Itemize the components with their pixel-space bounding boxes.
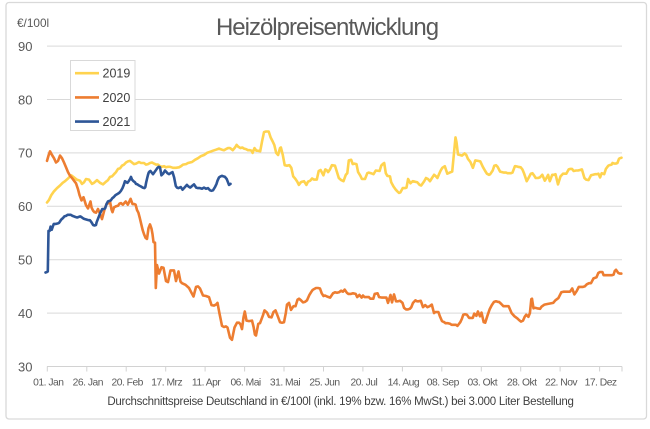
svg-text:€/100l: €/100l	[17, 16, 49, 30]
svg-text:20. Jul: 20. Jul	[350, 377, 377, 388]
svg-text:2019: 2019	[103, 67, 131, 81]
svg-text:08. Sep: 08. Sep	[427, 377, 460, 388]
svg-text:26. Jan: 26. Jan	[73, 377, 104, 388]
svg-text:31. Mai: 31. Mai	[270, 377, 300, 388]
svg-text:2021: 2021	[103, 115, 131, 129]
svg-text:30: 30	[18, 359, 32, 374]
svg-text:Durchschnittspreise Deutschlan: Durchschnittspreise Deutschland in €/100…	[107, 396, 573, 408]
svg-text:17. Mrz: 17. Mrz	[151, 377, 182, 388]
svg-text:50: 50	[18, 253, 32, 268]
svg-text:22. Nov: 22. Nov	[545, 377, 578, 388]
svg-text:Heizölpreisentwicklung: Heizölpreisentwicklung	[216, 14, 438, 41]
svg-text:80: 80	[18, 92, 32, 107]
svg-text:14. Aug: 14. Aug	[388, 377, 420, 388]
svg-text:06. Mai: 06. Mai	[230, 377, 260, 388]
svg-text:90: 90	[18, 39, 32, 54]
svg-text:17. Dez: 17. Dez	[585, 377, 617, 388]
svg-text:11. Apr: 11. Apr	[192, 377, 221, 388]
svg-text:25. Jun: 25. Jun	[309, 377, 340, 388]
svg-text:03. Okt: 03. Okt	[467, 377, 497, 388]
svg-text:2020: 2020	[103, 91, 131, 105]
svg-text:28. Okt: 28. Okt	[507, 377, 537, 388]
svg-text:60: 60	[18, 199, 32, 214]
svg-text:01. Jan: 01. Jan	[33, 377, 64, 388]
svg-text:20. Feb: 20. Feb	[111, 377, 143, 388]
svg-text:40: 40	[18, 306, 32, 321]
svg-text:70: 70	[18, 146, 32, 161]
